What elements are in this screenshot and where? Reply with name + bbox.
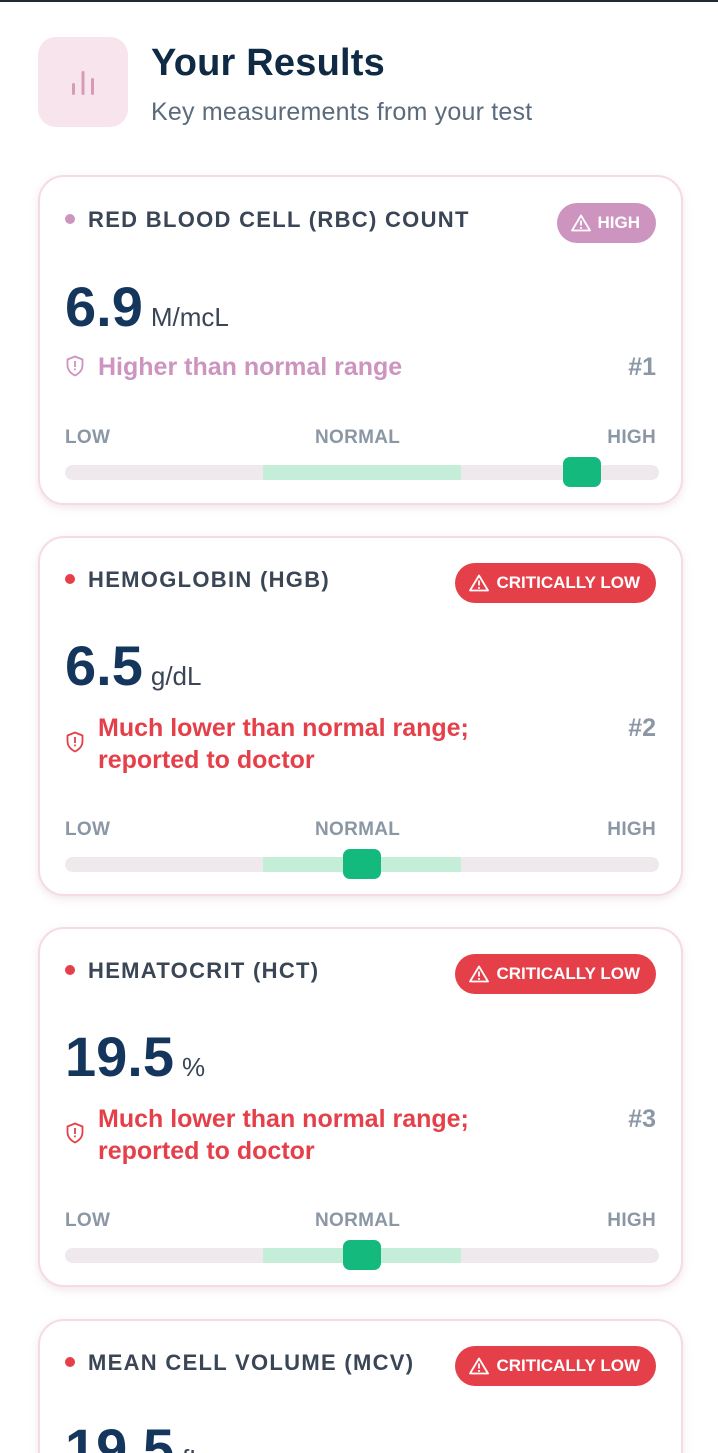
result-message: Much lower than normal range; reported t… <box>98 714 469 774</box>
result-name: RED BLOOD CELL (RBC) COUNT <box>88 207 470 232</box>
shield-alert-icon <box>66 731 84 753</box>
result-message: Much lower than normal range; reported t… <box>98 1105 469 1165</box>
result-unit: % <box>182 1052 206 1082</box>
status-badge-label: HIGH <box>597 213 641 232</box>
page-subtitle: Key measurements from your test <box>151 98 533 126</box>
status-badge: CRITICALLY LOW <box>455 563 656 603</box>
status-dot <box>65 1357 75 1367</box>
result-value-number: 6.9 <box>65 275 143 338</box>
result-rank: #3 <box>628 1105 656 1133</box>
result-unit: M/mcL <box>150 302 229 332</box>
result-message: Higher than normal range <box>98 353 403 381</box>
result-value: 19.5fL <box>65 1421 204 1453</box>
result-rank: #1 <box>628 353 656 381</box>
result-value-number: 6.5 <box>65 634 143 697</box>
range-marker <box>343 1240 381 1270</box>
scale-high-label: HIGH <box>607 427 656 448</box>
results-header: Your Results Key measurements from your … <box>38 37 678 137</box>
status-dot <box>65 574 75 584</box>
range-track <box>65 1240 659 1270</box>
result-unit: fL <box>182 1444 204 1453</box>
result-value: 6.9 M/mcL <box>65 279 229 335</box>
result-unit: g/dL <box>150 661 202 691</box>
result-value: 19.5% <box>65 1029 205 1085</box>
warning-icon <box>469 574 490 592</box>
status-dot <box>65 965 75 975</box>
scale-high-label: HIGH <box>607 819 656 840</box>
status-badge-label: CRITICALLY LOW <box>496 1356 640 1375</box>
range-track <box>65 849 659 879</box>
result-card-rbc[interactable]: RED BLOOD CELL (RBC) COUNT HIGH 6.9 M/mcL… <box>38 175 683 505</box>
warning-icon <box>570 214 591 232</box>
status-badge-label: CRITICALLY LOW <box>496 573 640 592</box>
status-dot <box>65 214 75 224</box>
normal-range-zone <box>263 465 461 480</box>
shield-alert-icon <box>66 355 84 377</box>
page-title: Your Results <box>151 42 385 84</box>
result-value-number: 19.5 <box>65 1025 174 1088</box>
result-value: 6.5 g/dL <box>65 638 201 694</box>
result-value-number: 19.5 <box>65 1417 174 1453</box>
scale-low-label: LOW <box>65 427 111 448</box>
range-track <box>65 457 659 487</box>
status-badge: HIGH <box>556 203 656 243</box>
result-name: HEMOGLOBIN (HGB) <box>88 567 331 592</box>
result-name: MEAN CELL VOLUME (MCV) <box>88 1350 415 1375</box>
scale-low-label: LOW <box>65 1210 111 1231</box>
range-marker <box>343 849 381 879</box>
warning-icon <box>469 1357 490 1375</box>
result-rank: #2 <box>628 714 656 742</box>
scale-normal-label: NORMAL <box>315 819 401 840</box>
scale-high-label: HIGH <box>607 1210 656 1231</box>
range-marker <box>563 457 601 487</box>
status-badge-label: CRITICALLY LOW <box>496 964 640 983</box>
shield-alert-icon <box>66 1122 84 1144</box>
top-border <box>0 0 718 2</box>
result-name: HEMATOCRIT (HCT) <box>88 958 320 983</box>
result-card-hgb[interactable]: HEMOGLOBIN (HGB) CRITICALLY LOW 6.5 g/dL … <box>38 536 683 896</box>
status-badge: CRITICALLY LOW <box>455 954 656 994</box>
scale-normal-label: NORMAL <box>315 1210 401 1231</box>
status-badge: CRITICALLY LOW <box>455 1346 656 1386</box>
bar-chart-icon <box>38 37 128 127</box>
result-card-mcv[interactable]: MEAN CELL VOLUME (MCV) CRITICALLY LOW 19… <box>38 1319 683 1453</box>
warning-icon <box>469 965 490 983</box>
result-card-hct[interactable]: HEMATOCRIT (HCT) CRITICALLY LOW 19.5% Mu… <box>38 927 683 1287</box>
scale-low-label: LOW <box>65 819 111 840</box>
scale-normal-label: NORMAL <box>315 427 401 448</box>
